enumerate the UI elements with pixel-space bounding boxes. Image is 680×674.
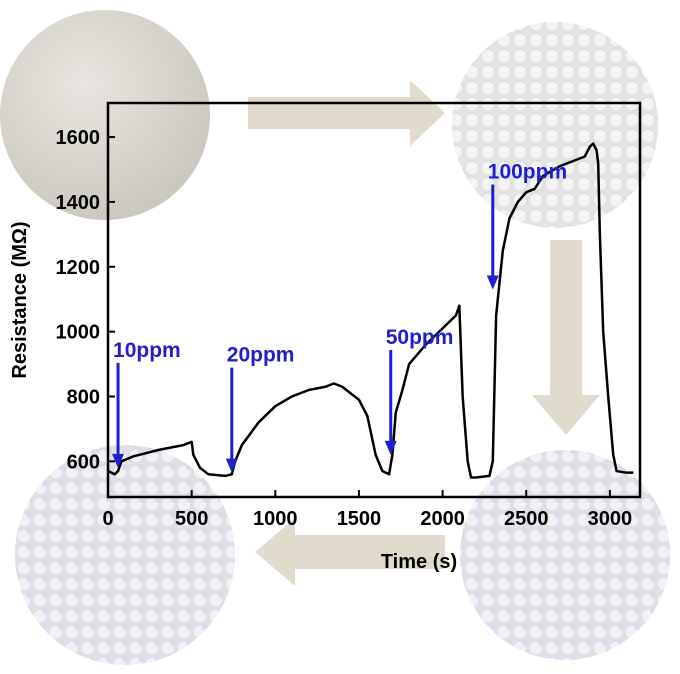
annotation-arrowhead: [225, 458, 238, 473]
y-tick-label: 1400: [56, 192, 101, 214]
y-tick-label: 1200: [56, 257, 101, 279]
x-tick-label: 1500: [337, 508, 382, 530]
x-tick-label: 2000: [420, 508, 465, 530]
x-axis-label: Time (s): [381, 551, 457, 573]
x-tick-label: 1000: [253, 508, 298, 530]
annotation-label: 20ppm: [227, 344, 295, 367]
decoration: [0, 10, 670, 665]
y-tick-label: 1000: [56, 322, 101, 344]
x-tick-label: 500: [175, 508, 208, 530]
annotation-arrowhead: [112, 453, 125, 468]
data-line: [107, 142, 634, 479]
plot-frame: [106, 101, 642, 499]
y-tick-label: 600: [67, 451, 100, 473]
annotation-label: 100ppm: [488, 160, 567, 183]
annotation-arrowhead: [384, 440, 397, 455]
y-tick-label: 1600: [56, 127, 101, 149]
x-tick-label: 3000: [588, 508, 633, 530]
annotation-label: 50ppm: [386, 326, 454, 349]
y-tick-label: 800: [67, 386, 100, 408]
y-axis-label: Resistance (MΩ): [9, 221, 31, 378]
annotation-label: 10ppm: [113, 339, 181, 362]
annotation-arrowhead: [486, 275, 499, 290]
x-tick-label: 0: [102, 508, 113, 530]
x-tick-label: 2500: [504, 508, 549, 530]
